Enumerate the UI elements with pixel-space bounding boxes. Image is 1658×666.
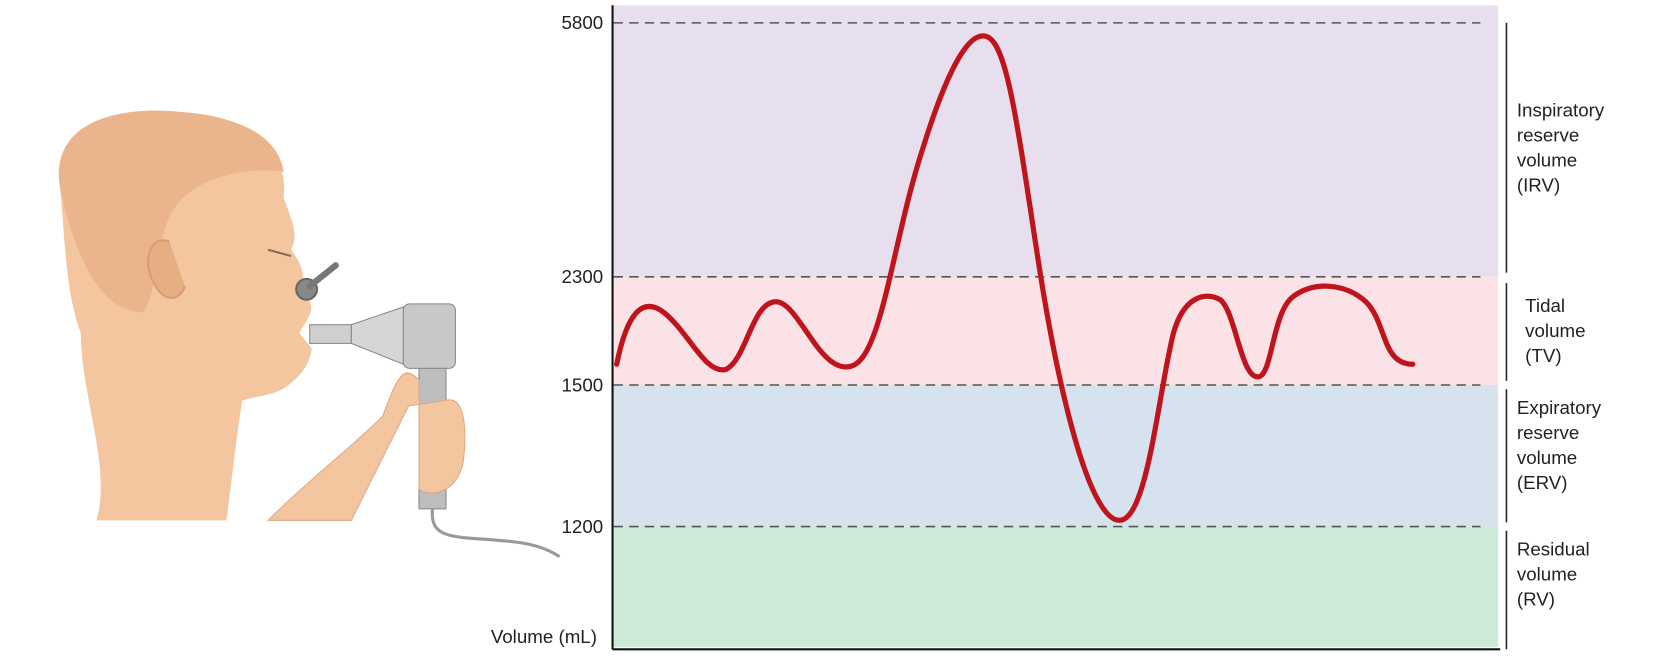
zone-label: Expiratory [1517, 397, 1602, 418]
zone-label: (TV) [1525, 345, 1561, 366]
zone-label: Residual [1517, 539, 1590, 560]
zone-label: reserve [1517, 422, 1579, 443]
zone-label: (ERV) [1517, 472, 1568, 493]
zone-labels: Inspiratory reserve volume (IRV) Tidal volume… [1517, 100, 1605, 610]
diagram: 5800 2300 1500 1200 Volume (mL) Inspirat… [0, 0, 1658, 666]
erv-band [614, 385, 1499, 527]
zone-label: volume [1525, 320, 1585, 341]
tick-label: 2300 [562, 266, 604, 287]
zone-label: volume [1517, 150, 1577, 171]
page: {"axis": {"label": "Volume (mL)", "ticks… [0, 0, 1658, 666]
zone-label: Inspiratory [1517, 100, 1605, 121]
zone-label: reserve [1517, 125, 1579, 146]
zone-label: volume [1517, 447, 1577, 468]
person-illustration [59, 111, 560, 557]
tick-label: 1200 [562, 516, 604, 537]
nose-clip-arm [310, 265, 336, 286]
tube [432, 509, 559, 557]
rv-band [614, 527, 1499, 648]
zone-label: (RV) [1517, 589, 1555, 610]
zone-label: (IRV) [1517, 174, 1560, 195]
tick-label: 5800 [562, 12, 604, 33]
zone-label: Tidal [1525, 295, 1565, 316]
irv-band [614, 5, 1499, 277]
cone [351, 307, 403, 364]
spirometer-head [403, 304, 455, 369]
axis-label: Volume (mL) [491, 626, 597, 647]
mouthpiece [310, 325, 352, 344]
zone-label: volume [1517, 564, 1577, 585]
tick-label: 1500 [562, 374, 604, 395]
